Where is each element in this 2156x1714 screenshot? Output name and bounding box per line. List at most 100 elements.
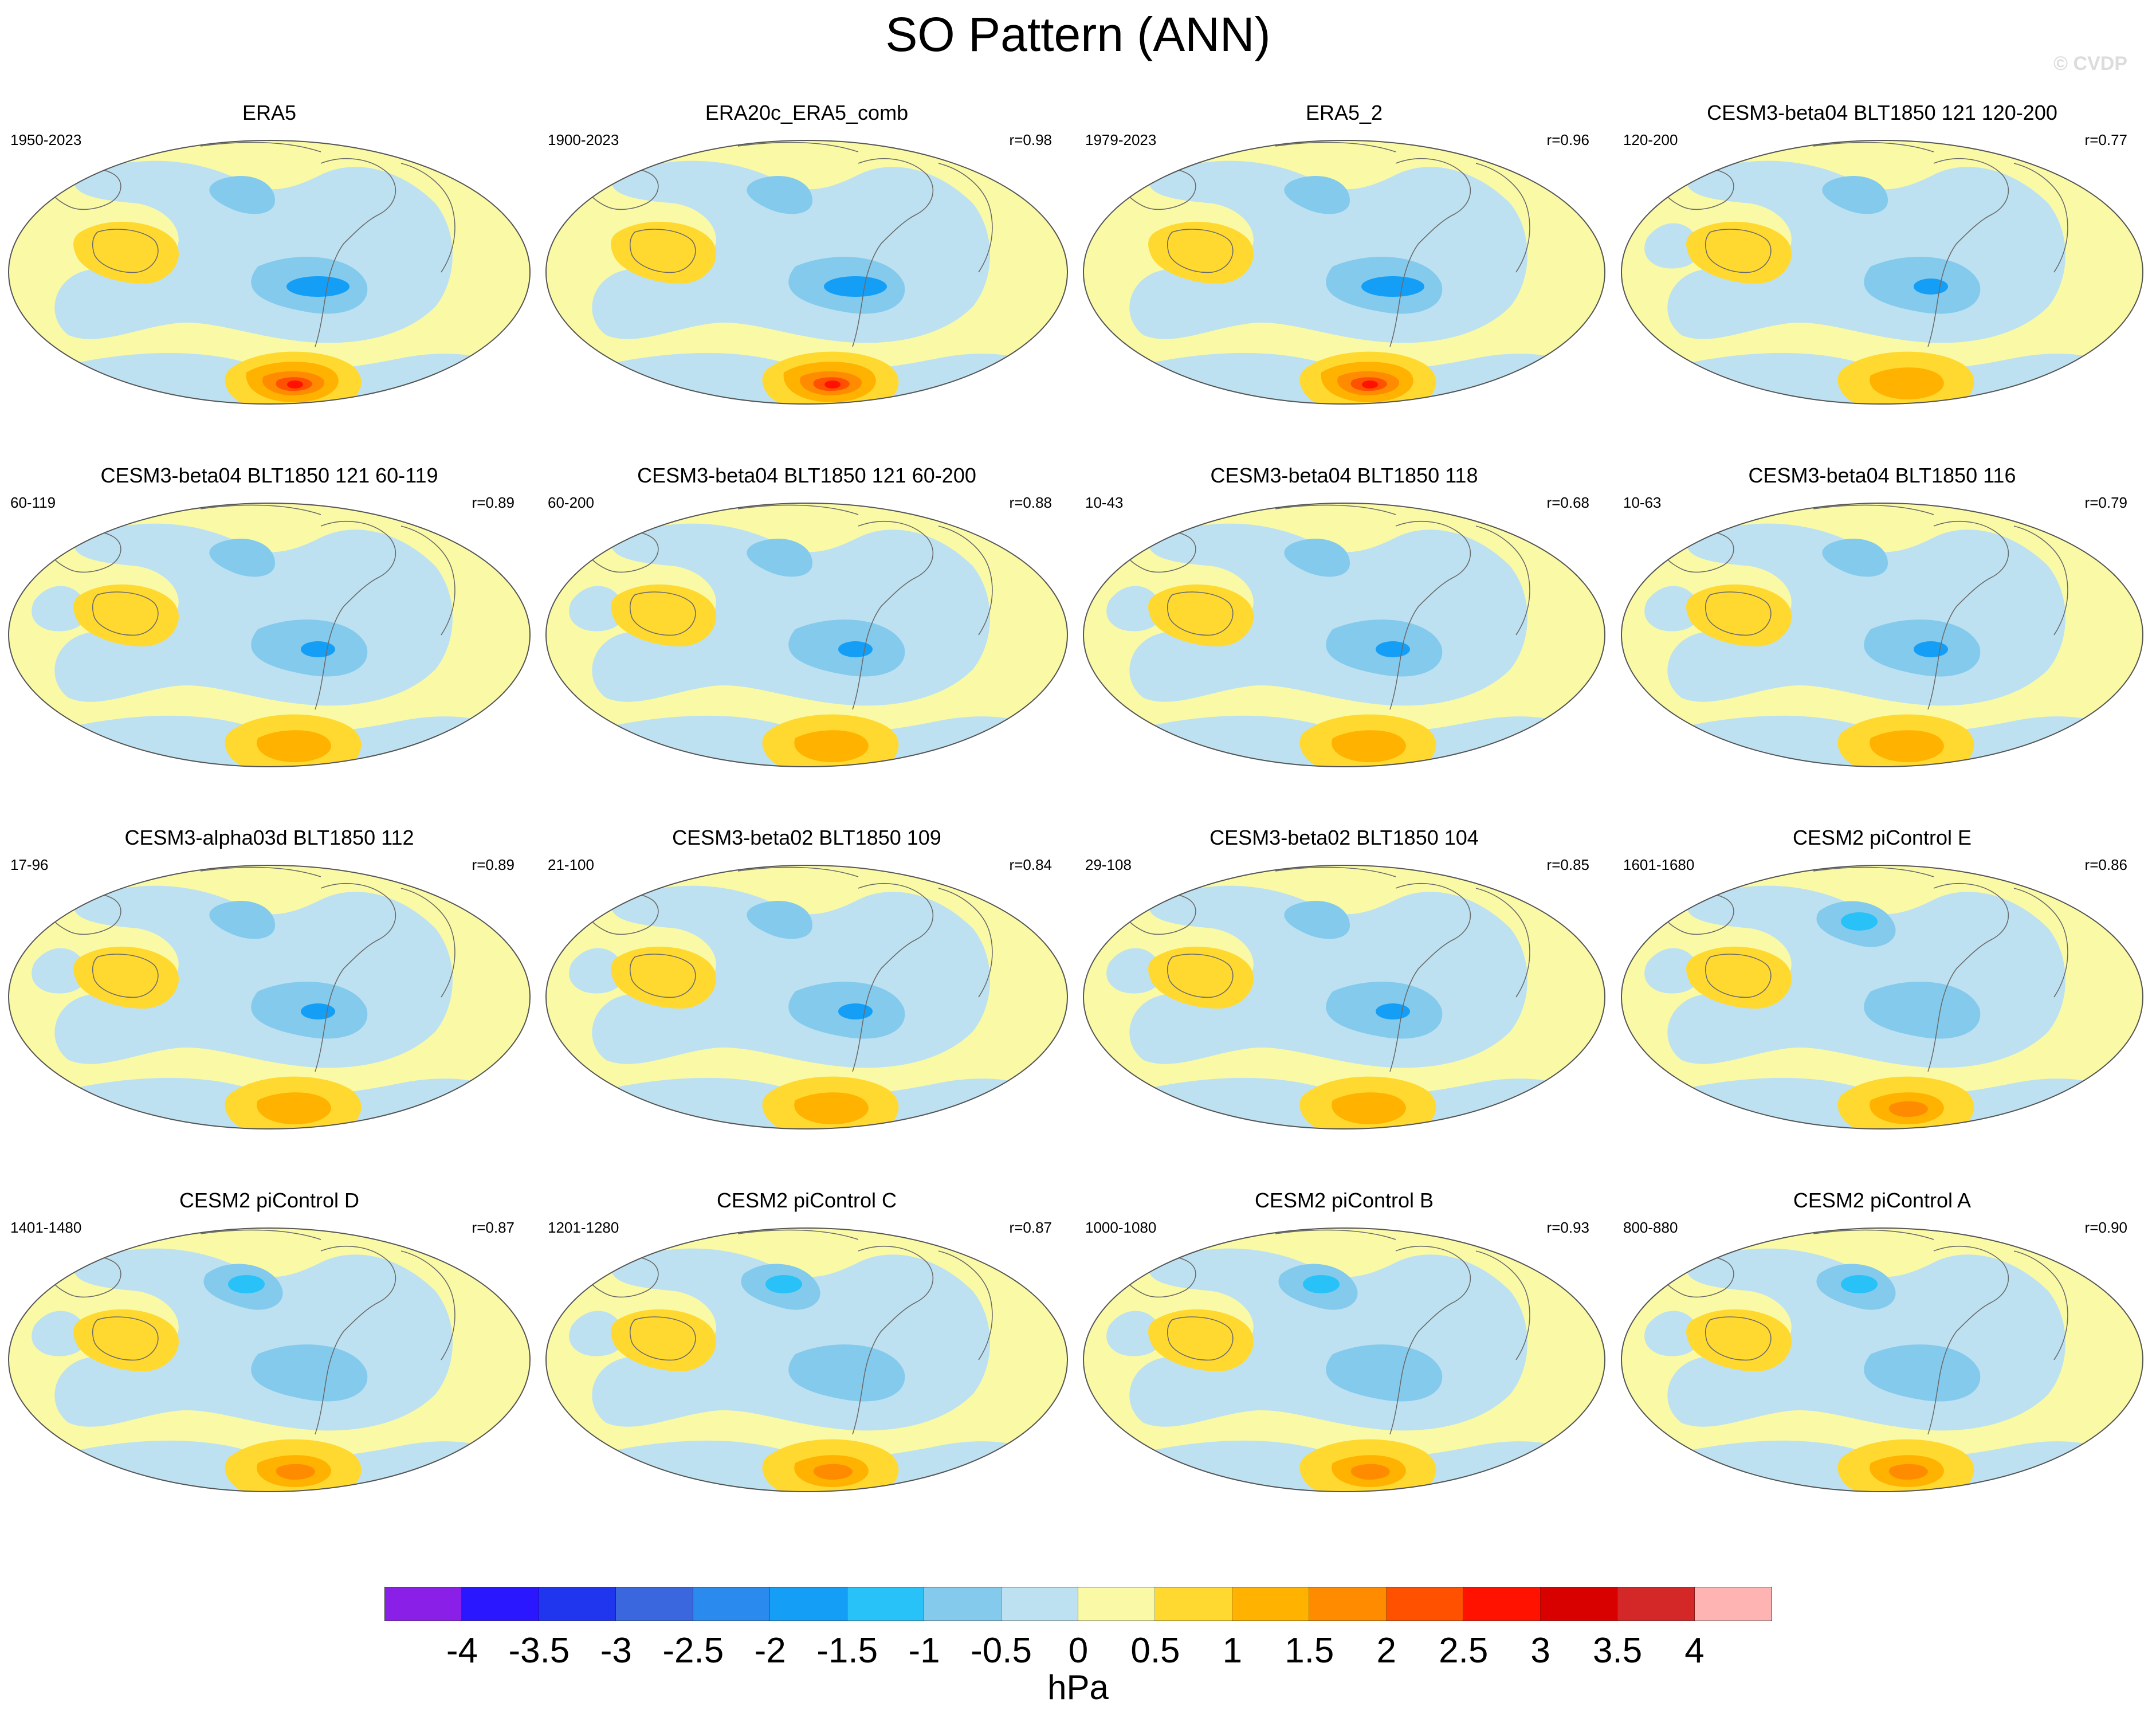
coastline-arctic bbox=[1813, 1229, 1934, 1240]
colorbar-box bbox=[384, 1587, 1772, 1621]
coastline-antarctica bbox=[652, 1134, 996, 1146]
map-svg bbox=[8, 140, 531, 405]
negative-core-north-pacific bbox=[747, 539, 812, 577]
colorbar-tick-label: -0.5 bbox=[971, 1631, 1032, 1670]
coastline-antarctica bbox=[1727, 1497, 2071, 1509]
negative-core-south-pacific bbox=[1326, 1344, 1443, 1402]
map-panel: CESM3-beta04 BLT1850 118 10-43 r=0.68 bbox=[1075, 463, 1613, 827]
coastline-africa bbox=[400, 1250, 455, 1360]
coastline-americas bbox=[852, 1246, 934, 1435]
colorbar-tick-label: -3.5 bbox=[508, 1631, 570, 1670]
map-frame bbox=[545, 1227, 1068, 1492]
coastline-americas bbox=[315, 521, 396, 710]
panel-correlation: r=0.77 bbox=[2084, 131, 2127, 148]
panel-correlation: r=0.79 bbox=[2084, 494, 2127, 511]
colorbar-tick-label: -2.5 bbox=[662, 1631, 724, 1670]
colorbar-tick-label: 0.5 bbox=[1130, 1631, 1180, 1670]
colorbar-swatch bbox=[1000, 1587, 1079, 1621]
colorbar-swatch bbox=[1309, 1587, 1387, 1621]
panel-years: 60-200 bbox=[548, 494, 594, 511]
negative-core-north-pacific bbox=[1822, 176, 1888, 214]
coastline-australia bbox=[629, 1316, 696, 1361]
panel-title: CESM3-beta02 BLT1850 109 bbox=[672, 826, 941, 849]
panel-correlation: r=0.90 bbox=[2084, 1219, 2127, 1236]
coastline-americas bbox=[1927, 1246, 2009, 1435]
coastline-australia bbox=[1167, 1316, 1234, 1361]
map-svg bbox=[545, 140, 1068, 405]
negative-region-indian bbox=[1644, 223, 1700, 269]
map-svg bbox=[1083, 1227, 1605, 1509]
positive-center bbox=[824, 381, 841, 389]
coastline-arctic bbox=[737, 142, 859, 152]
panel-title: ERA5 bbox=[242, 101, 297, 124]
coastline-arctic bbox=[1275, 866, 1396, 877]
coastline-antarctica bbox=[1727, 772, 2071, 784]
negative-region-indian bbox=[1644, 1311, 1700, 1356]
colorbar-swatch bbox=[615, 1587, 694, 1621]
map-panel: CESM2 piControl C 1201-1280 r=0.87 bbox=[537, 1188, 1076, 1552]
coastline-arctic bbox=[1275, 504, 1396, 515]
panel-title: CESM3-alpha03d BLT1850 112 bbox=[124, 826, 414, 849]
coastline-australia bbox=[1167, 591, 1234, 636]
negative-center-south-pacific bbox=[1376, 641, 1410, 657]
coastline-africa bbox=[400, 888, 455, 998]
map-field bbox=[1621, 865, 2143, 1129]
negative-region-indian bbox=[32, 1311, 87, 1356]
panel-title: CESM3-beta02 BLT1850 104 bbox=[1209, 826, 1479, 849]
colorbar-segments bbox=[384, 1587, 1772, 1621]
coastline-africa bbox=[1475, 525, 1530, 636]
coastline-americas bbox=[1389, 883, 1471, 1072]
map-svg bbox=[8, 503, 531, 767]
positive-region-australia bbox=[611, 1309, 716, 1371]
coastline-antarctica bbox=[1189, 1497, 1533, 1509]
colorbar-swatch bbox=[1540, 1587, 1619, 1621]
negative-core-north-pacific bbox=[1284, 176, 1350, 214]
colorbar: -4 -3.5 -3 -2.5 -2 -1.5 -1 -0.5 0 0.5 1 1.5 2 2.5 3 3.5… bbox=[0, 1587, 2156, 1714]
negative-center-north-pacific bbox=[1303, 1275, 1340, 1293]
map-svg bbox=[1621, 865, 2143, 1129]
negative-core-north-pacific bbox=[1822, 539, 1888, 577]
map-panel: CESM2 piControl B 1000-1080 r=0.93 bbox=[1075, 1188, 1613, 1552]
map-frame bbox=[8, 865, 531, 1129]
figure-title: SO Pattern (ANN) bbox=[885, 7, 1271, 61]
negative-center-north-pacific bbox=[765, 1275, 802, 1293]
coastline-australia bbox=[1705, 229, 1772, 273]
coastline-antarctica bbox=[115, 1134, 458, 1146]
panel-years: 1900-2023 bbox=[548, 131, 619, 148]
coastline-americas bbox=[1927, 521, 2009, 710]
map-field bbox=[1621, 140, 2143, 404]
colorbar-tick-label: 1 bbox=[1222, 1631, 1243, 1670]
coastline-africa bbox=[1475, 163, 1530, 273]
positive-region-australia bbox=[1686, 1309, 1792, 1371]
panel-years: 800-880 bbox=[1623, 1219, 1678, 1236]
colorbar-tick-label: -2 bbox=[754, 1631, 786, 1670]
panel-years: 17-96 bbox=[10, 856, 49, 873]
panel-title: CESM3-beta04 BLT1850 116 bbox=[1748, 464, 2016, 487]
positive-band-2 bbox=[257, 1092, 331, 1124]
map-panel: CESM3-beta04 BLT1850 121 120-200 120-200 r… bbox=[1613, 100, 2151, 464]
coastline-antarctica bbox=[115, 1497, 458, 1509]
map-panel: ERA20c_ERA5_comb 1900-2023 r=0.98 bbox=[537, 100, 1076, 464]
positive-band-3 bbox=[1888, 1101, 1928, 1117]
coastline-arctic bbox=[1813, 142, 1934, 152]
map-svg bbox=[1621, 140, 2143, 405]
negative-region-southern bbox=[1109, 715, 1602, 767]
negative-region-indian bbox=[569, 586, 625, 632]
negative-region-indian bbox=[32, 948, 87, 994]
positive-band-2 bbox=[1332, 1092, 1406, 1124]
coastline-americas bbox=[852, 883, 934, 1072]
panel-correlation: r=0.85 bbox=[1546, 856, 1589, 873]
coastline-americas bbox=[852, 158, 934, 347]
negative-region-southern bbox=[34, 1440, 527, 1492]
coastline-australia bbox=[629, 954, 696, 998]
map-frame bbox=[545, 865, 1068, 1129]
negative-center-north-pacific bbox=[1841, 912, 1878, 931]
panel-years: 1979-2023 bbox=[1085, 131, 1157, 148]
coastline-arctic bbox=[737, 1229, 859, 1240]
colorbar-swatch bbox=[384, 1587, 463, 1621]
coastline-australia bbox=[1167, 229, 1234, 273]
map-field bbox=[9, 865, 530, 1146]
positive-band-2 bbox=[1870, 730, 1944, 762]
coastline-arctic bbox=[200, 1229, 321, 1240]
positive-region-australia bbox=[1148, 1309, 1254, 1371]
